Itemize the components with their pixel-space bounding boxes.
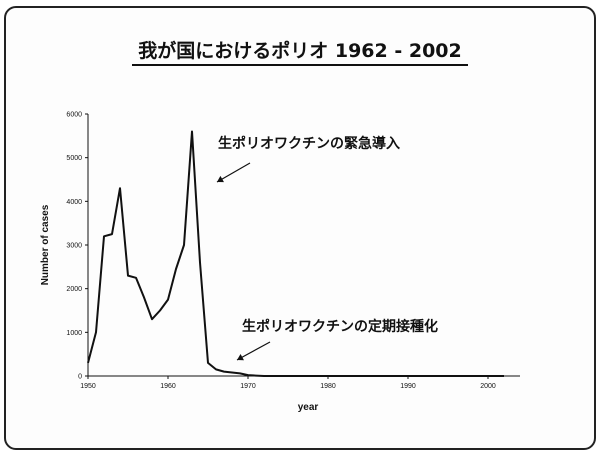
annotation-label: 生ポリオワクチンの緊急導入	[218, 135, 400, 152]
annotation-arrow	[236, 341, 271, 361]
tick-labels: 0 1000 2000 3000 4000 5000 6000 1950 1960 1970 198…	[66, 112, 495, 391]
y-tick-label: 1000	[66, 330, 82, 337]
y-tick-label: 5000	[66, 155, 82, 162]
annotation-label: 生ポリオワクチンの定期接種化	[242, 318, 438, 335]
annotation-arrowhead	[217, 175, 224, 183]
x-tick-label: 1970	[240, 383, 256, 390]
y-tick-label: 4000	[66, 199, 82, 206]
y-tick-label: 6000	[66, 112, 82, 119]
annotation-arrow	[216, 162, 251, 183]
y-tick-label: 0	[78, 374, 82, 381]
series-group	[87, 130, 504, 377]
x-tick-label: 1960	[160, 383, 176, 390]
x-tick-label: 2000	[480, 383, 496, 390]
x-tick-label: 1980	[320, 383, 336, 390]
y-tick-label: 3000	[66, 243, 82, 250]
axes	[85, 113, 520, 379]
y-tick-label: 2000	[66, 286, 82, 293]
annotation-arrowhead	[237, 353, 244, 361]
x-tick-label: 1990	[400, 383, 416, 390]
x-tick-label: 1950	[80, 383, 96, 390]
series-line	[87, 130, 504, 377]
y-axis-label: Number of cases	[40, 204, 51, 285]
x-axis-label: year	[298, 402, 319, 413]
chart-title: 我が国におけるポリオ 1962 - 2002	[0, 36, 600, 66]
